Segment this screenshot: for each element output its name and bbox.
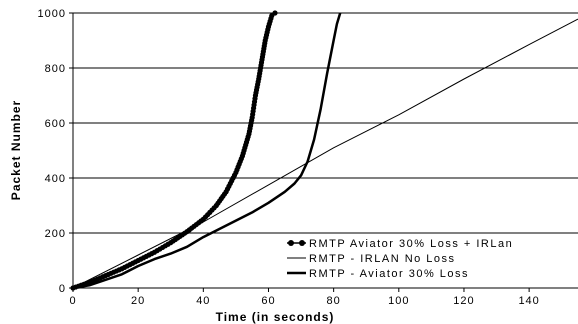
y-tick-label: 200 bbox=[45, 228, 66, 240]
x-tick-label: 20 bbox=[131, 295, 145, 307]
x-tick-label: 40 bbox=[196, 295, 210, 307]
legend-item-aviator-loss-irlan: RMTP Aviator 30% Loss + IRLan bbox=[287, 238, 513, 250]
series-layer bbox=[70, 10, 578, 291]
ticks-layer: 0 200 400 600 800 1000 0 20 40 60 80 100 120 140 bbox=[38, 8, 539, 307]
x-axis-title: Time (in seconds) bbox=[216, 310, 335, 324]
legend-label-irlan-no-loss: RMTP - IRLAN No Loss bbox=[309, 253, 456, 265]
y-tick-label: 1000 bbox=[38, 8, 66, 20]
y-axis-title: Packet Number bbox=[9, 100, 23, 200]
y-tick-label: 600 bbox=[45, 118, 66, 130]
legend-item-aviator-loss: RMTP - Aviator 30% Loss bbox=[287, 268, 469, 280]
y-tick-label: 800 bbox=[45, 63, 66, 75]
y-tick-label: 400 bbox=[45, 173, 66, 185]
legend-label-aviator-loss-irlan: RMTP Aviator 30% Loss + IRLan bbox=[309, 238, 513, 250]
x-tick-label: 0 bbox=[69, 295, 76, 307]
x-tick-label: 140 bbox=[518, 295, 539, 307]
x-tick-label: 60 bbox=[261, 295, 275, 307]
series-line-1 bbox=[72, 18, 578, 289]
series-point-0 bbox=[272, 10, 278, 16]
grid-layer bbox=[73, 12, 578, 234]
x-tick-label: 100 bbox=[388, 295, 409, 307]
legend-label-aviator-loss: RMTP - Aviator 30% Loss bbox=[309, 268, 469, 280]
axes-layer bbox=[72, 13, 578, 289]
legend: RMTP Aviator 30% Loss + IRLan RMTP - IRL… bbox=[287, 238, 513, 280]
series-line-2 bbox=[72, 12, 342, 290]
x-tick-label: 80 bbox=[327, 295, 341, 307]
x-tick-label: 120 bbox=[453, 295, 474, 307]
y-tick-label: 0 bbox=[59, 283, 66, 295]
legend-item-irlan-no-loss: RMTP - IRLAN No Loss bbox=[287, 253, 456, 265]
